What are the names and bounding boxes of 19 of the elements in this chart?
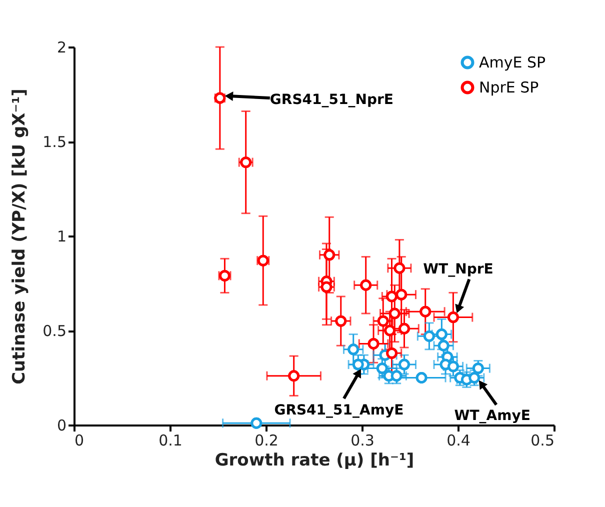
annotation: WT_AmyE [454, 408, 530, 424]
x-tick-label: 0 [74, 432, 84, 450]
legend-label: AmyE SP [479, 54, 546, 72]
x-axis-title: Growth rate (μ) [h⁻¹] [214, 450, 414, 470]
y-tick-label: 0 [56, 416, 66, 434]
y-axis-title: Cutinase yield (YP/X) [kU gX⁻¹] [10, 88, 30, 384]
x-tick-label: 0.1 [158, 432, 182, 450]
x-tick-label: 0.4 [446, 432, 470, 450]
annotation: GRS41_51_NprE [270, 92, 394, 108]
x-tick-label: 0.2 [254, 432, 278, 450]
y-tick-label: 2 [56, 38, 66, 56]
x-tick-label: 0.3 [350, 432, 374, 450]
annotation: WT_NprE [423, 261, 494, 278]
y-tick-label: 0.5 [42, 322, 66, 340]
annotation: GRS41_51_AmyE [274, 402, 404, 419]
legend-label: NprE SP [479, 78, 539, 96]
y-tick-label: 1.5 [42, 133, 66, 151]
x-tick-label: 0.5 [530, 432, 554, 450]
y-tick-label: 1 [56, 228, 66, 246]
